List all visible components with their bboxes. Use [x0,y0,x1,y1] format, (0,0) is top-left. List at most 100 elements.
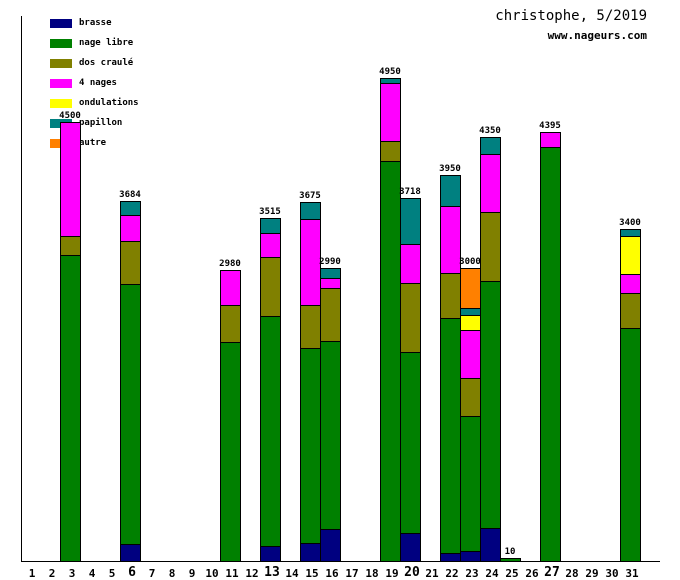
bar-value-label-day-23: 3000 [459,257,481,267]
bar-segment-dos-craulé [61,237,80,256]
legend-label: 4 nages [79,78,117,88]
site-watermark: www.nageurs.com [547,29,647,42]
bar-segment-nage-libre [401,353,420,534]
bar-segment-nage-libre [221,343,240,561]
bar-segment-dos-craulé [461,379,480,417]
bar-segment-papillon [261,219,280,234]
x-tick-day-30: 30 [605,567,619,580]
x-tick-day-12: 12 [245,567,259,580]
legend-label: papillon [79,118,123,128]
x-tick-day-22: 22 [445,567,459,580]
bar-value-label-day-31: 3400 [619,218,641,228]
bar-segment-papillon [621,230,640,237]
bar-segment-papillon [481,138,500,155]
bar-segment-ondulations [621,237,640,275]
bar-segment-nage-libre [621,329,640,561]
bar-segment-nage-libre [501,559,520,561]
bar-segment-nage-libre [441,319,460,554]
bar-segment-papillon [441,176,460,207]
x-tick-day-5: 5 [108,567,116,580]
legend-swatch-dos-craulé [50,58,72,68]
x-tick-day-4: 4 [88,567,96,580]
bar-day-3 [60,122,81,562]
bar-value-label-day-13: 3515 [259,207,281,217]
x-tick-day-16: 16 [325,567,339,580]
bar-segment-nage-libre [61,256,80,561]
x-tick-day-31: 31 [625,567,639,580]
bar-segment-dos-craulé [401,284,420,353]
bar-segment-4-nages [461,331,480,379]
bar-segment-nage-libre [541,148,560,561]
bar-segment-brasse [461,552,480,561]
x-tick-day-23: 23 [465,567,479,580]
x-tick-day-9: 9 [188,567,196,580]
bar-segment-papillon [401,199,420,245]
x-tick-day-24: 24 [485,567,499,580]
bar-segment-nage-libre [381,162,400,561]
bar-segment-ondulations [461,316,480,331]
bar-value-label-day-6: 3684 [119,190,141,200]
x-tick-day-14: 14 [285,567,299,580]
bar-segment-dos-craulé [221,306,240,343]
bar-day-19 [380,78,401,562]
bar-segment-4-nages [441,207,460,274]
bar-segment-dos-craulé [321,289,340,342]
bar-value-label-day-20: 3718 [399,187,421,197]
x-tick-day-8: 8 [168,567,176,580]
x-tick-day-21: 21 [425,567,439,580]
bar-segment-4-nages [541,133,560,148]
x-tick-day-15: 15 [305,567,319,580]
legend-label: brasse [79,18,112,28]
legend-swatch-nage-libre [50,38,72,48]
bar-day-15 [300,202,321,562]
bar-segment-dos-craulé [301,306,320,349]
bar-segment-dos-craulé [481,213,500,282]
bar-segment-nage-libre [121,285,140,545]
bar-segment-nage-libre [301,349,320,544]
legend-item-brasse: brasse [50,16,112,30]
bar-segment-papillon [461,309,480,316]
bar-segment-4-nages [321,279,340,289]
bar-value-label-day-22: 3950 [439,164,461,174]
x-tick-day-13: 13 [264,565,280,580]
bar-value-label-day-19: 4950 [379,67,401,77]
bar-segment-4-nages [481,155,500,213]
bar-segment-papillon [301,203,320,220]
bar-value-label-day-11: 2980 [219,259,241,269]
bar-segment-brasse [481,529,500,561]
bar-segment-4-nages [301,220,320,306]
bar-segment-nage-libre [481,282,500,529]
legend-label: autre [79,138,107,148]
bar-segment-dos-craulé [121,242,140,285]
bar-day-22 [440,175,461,562]
bar-segment-4-nages [381,84,400,142]
bar-segment-nage-libre [461,417,480,552]
bar-segment-brasse [321,530,340,561]
bar-segment-4-nages [401,245,420,284]
bar-day-11 [220,270,241,562]
bar-segment-brasse [121,545,140,561]
bar-segment-brasse [441,554,460,561]
bar-segment-4-nages [621,275,640,294]
bar-segment-4-nages [121,216,140,242]
chart-title: christophe, 5/2019 [495,8,647,24]
x-tick-day-20: 20 [404,565,420,580]
bar-segment-brasse [401,534,420,561]
bar-segment-dos-craulé [621,294,640,329]
bar-segment-4-nages [61,123,80,237]
x-tick-day-6: 6 [128,565,136,580]
bar-day-23 [460,268,481,562]
x-tick-day-2: 2 [48,567,56,580]
bar-segment-nage-libre [321,342,340,530]
bar-day-20 [400,198,421,562]
x-tick-day-19: 19 [385,567,399,580]
bar-day-6 [120,201,141,562]
bar-segment-papillon [381,79,400,84]
bar-value-label-day-25: 10 [504,547,516,557]
x-tick-day-29: 29 [585,567,599,580]
bar-value-label-day-27: 4395 [539,121,561,131]
legend-item-ondulations: ondulations [50,96,139,110]
x-tick-day-10: 10 [205,567,219,580]
x-tick-day-3: 3 [68,567,76,580]
